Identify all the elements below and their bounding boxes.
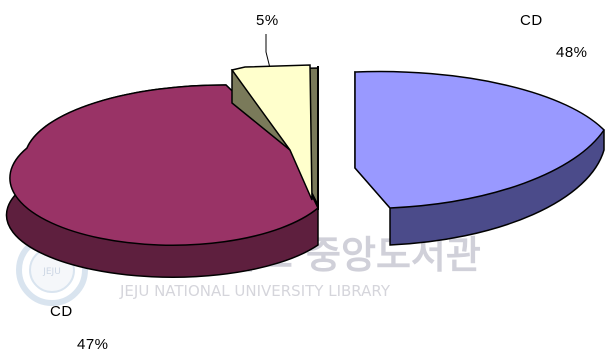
slice-top-5 — [230, 64, 313, 201]
leader-line — [265, 34, 271, 69]
slice-top-48 — [354, 70, 605, 209]
slice-label-name: CD — [520, 12, 543, 29]
seal-text: JEJU — [42, 267, 61, 277]
slice-top-47 — [9, 84, 319, 246]
slice-label-value: 47% — [77, 336, 109, 353]
slice-label-value: 5% — [256, 12, 279, 29]
watermark-english: JEJU NATIONAL UNIVERSITY LIBRARY — [119, 282, 391, 300]
pie-slice — [354, 70, 605, 246]
pie-slice — [230, 64, 319, 210]
slice-label-value: 48% — [556, 44, 588, 61]
slice-label-name: CD — [50, 303, 73, 320]
pie-slice — [5, 84, 319, 279]
